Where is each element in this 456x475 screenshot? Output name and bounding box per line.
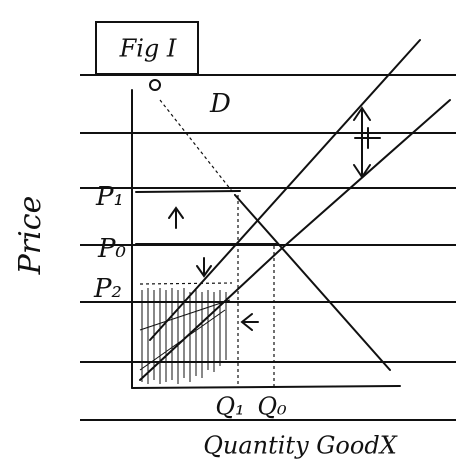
origin-mark — [149, 79, 161, 91]
hatching — [139, 288, 231, 384]
price-line — [135, 190, 241, 193]
curve-label: D — [209, 89, 231, 119]
quantity-label: Q₁ — [215, 393, 244, 421]
quantity-label: Q₀ — [257, 393, 287, 421]
supply-curve — [139, 99, 451, 381]
price-line — [139, 282, 233, 285]
plus-sign — [354, 127, 381, 149]
demand-dashed — [159, 99, 236, 196]
figure-title: Fig I — [119, 35, 177, 63]
ruled-lines — [80, 74, 456, 421]
tax-arrow — [353, 106, 381, 179]
hatched-area — [139, 288, 231, 384]
demand-curve — [234, 194, 391, 371]
tax-arrow-heads — [353, 106, 371, 179]
up-arrow — [168, 206, 184, 229]
price-label: P₀ — [97, 234, 126, 264]
left-arrow — [240, 313, 259, 331]
x-axis — [131, 385, 401, 389]
y-axis-label: Price — [13, 196, 48, 276]
price-label: P₁ — [95, 182, 124, 212]
down-arrow — [196, 257, 212, 278]
x-axis-label: Quantity GoodX — [203, 432, 397, 460]
supply-curve-taxed — [149, 39, 421, 341]
title-box — [95, 21, 199, 75]
price-label: P₂ — [93, 274, 122, 304]
